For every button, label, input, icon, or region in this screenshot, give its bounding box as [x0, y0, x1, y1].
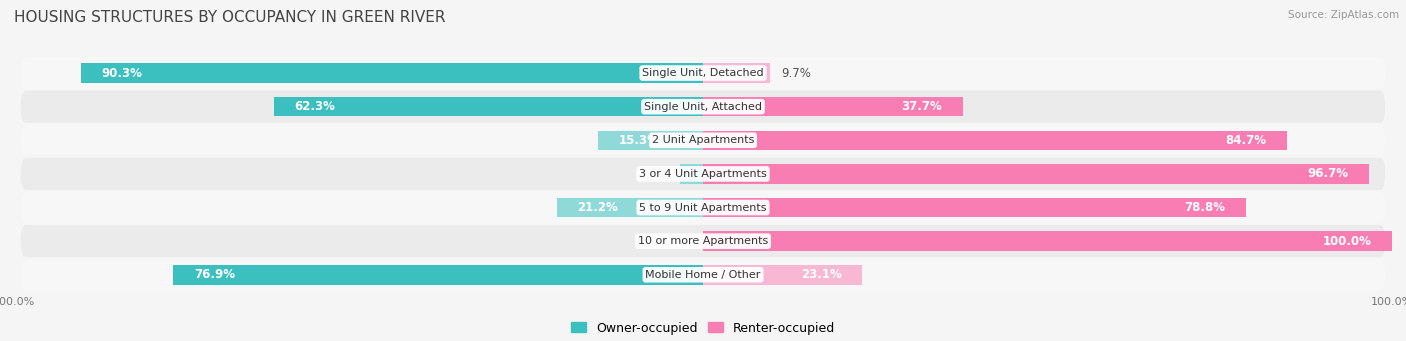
FancyBboxPatch shape [21, 191, 1385, 224]
Text: 10 or more Apartments: 10 or more Apartments [638, 236, 768, 246]
Bar [681, 164, 703, 184]
FancyBboxPatch shape [21, 225, 1385, 257]
Text: 5 to 9 Unit Apartments: 5 to 9 Unit Apartments [640, 203, 766, 212]
Text: HOUSING STRUCTURES BY OCCUPANCY IN GREEN RIVER: HOUSING STRUCTURES BY OCCUPANCY IN GREEN… [14, 10, 446, 25]
Text: Mobile Home / Other: Mobile Home / Other [645, 270, 761, 280]
Text: 2 Unit Apartments: 2 Unit Apartments [652, 135, 754, 145]
Bar [598, 131, 703, 150]
Text: 0.0%: 0.0% [659, 235, 689, 248]
Bar [173, 265, 703, 284]
Bar [82, 63, 703, 83]
Bar [703, 97, 963, 116]
Text: 90.3%: 90.3% [101, 66, 142, 79]
Text: 78.8%: 78.8% [1184, 201, 1225, 214]
FancyBboxPatch shape [21, 258, 1385, 291]
Text: 37.7%: 37.7% [901, 100, 942, 113]
FancyBboxPatch shape [21, 90, 1385, 123]
Text: 23.1%: 23.1% [801, 268, 841, 281]
Text: 15.3%: 15.3% [619, 134, 659, 147]
Legend: Owner-occupied, Renter-occupied: Owner-occupied, Renter-occupied [567, 316, 839, 340]
Bar [274, 97, 703, 116]
Bar [557, 198, 703, 217]
Text: Source: ZipAtlas.com: Source: ZipAtlas.com [1288, 10, 1399, 20]
Text: 84.7%: 84.7% [1225, 134, 1265, 147]
Text: 9.7%: 9.7% [780, 66, 811, 79]
Text: 62.3%: 62.3% [294, 100, 336, 113]
Text: 21.2%: 21.2% [578, 201, 619, 214]
FancyBboxPatch shape [21, 158, 1385, 190]
Text: Single Unit, Attached: Single Unit, Attached [644, 102, 762, 112]
FancyBboxPatch shape [21, 124, 1385, 157]
Bar [703, 232, 1392, 251]
Text: 3.3%: 3.3% [640, 167, 669, 180]
Text: 3 or 4 Unit Apartments: 3 or 4 Unit Apartments [640, 169, 766, 179]
Text: 76.9%: 76.9% [194, 268, 235, 281]
Text: 100.0%: 100.0% [1323, 235, 1371, 248]
Bar [703, 63, 770, 83]
FancyBboxPatch shape [21, 57, 1385, 89]
Bar [703, 198, 1246, 217]
Text: 96.7%: 96.7% [1308, 167, 1348, 180]
Bar [703, 265, 862, 284]
Text: Single Unit, Detached: Single Unit, Detached [643, 68, 763, 78]
Bar [703, 164, 1369, 184]
Bar [703, 131, 1286, 150]
